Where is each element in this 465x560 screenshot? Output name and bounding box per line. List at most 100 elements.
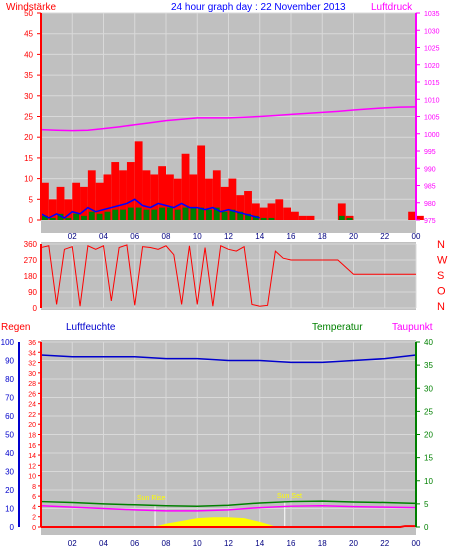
gust-bar [252, 215, 259, 220]
direction-tick-label: 360 [24, 240, 38, 249]
wind-bar [205, 178, 213, 220]
compass-letter: O [437, 286, 446, 298]
y-right-tick-label: 980 [424, 201, 436, 208]
temperature-tick-label: 10 [424, 477, 433, 486]
rain-tick-label: 12 [28, 463, 36, 470]
rain-tick-label: 32 [28, 361, 36, 368]
wind-bar [259, 207, 268, 220]
wind-bar [181, 153, 190, 220]
wind-bar [228, 178, 237, 220]
rain-tick-label: 0 [32, 525, 36, 532]
wind-bar [298, 215, 307, 220]
gust-bar [49, 217, 56, 220]
gust-bar [88, 211, 95, 220]
wind-bar [119, 170, 127, 220]
rain-tick-label: 26 [28, 391, 36, 398]
x-tick-label: 02 [68, 232, 77, 241]
x-tick-label: 12 [224, 539, 233, 548]
gust-bar [167, 207, 173, 220]
x-tick-label: 00 [412, 232, 421, 241]
solar-area [154, 517, 276, 528]
y-right-tick-label: 1005 [424, 115, 440, 122]
gust-bar [57, 213, 64, 220]
rain-tick-label: 30 [28, 371, 36, 378]
temperature-tick-label: 20 [424, 431, 433, 440]
y-left-tick-label: 10 [24, 175, 33, 184]
y-left-tick-label: 15 [24, 154, 33, 163]
y-right-tick-label: 1015 [424, 80, 440, 87]
y-left-tick-label: 35 [24, 71, 33, 80]
wind-bar [416, 215, 424, 220]
wind-avg-line [40, 198, 260, 219]
rain-tick-label: 28 [28, 381, 36, 388]
wind-bar [158, 166, 166, 220]
y-right-tick-label: 1035 [424, 11, 440, 18]
gust-bar [221, 211, 228, 220]
x-tick-label: 04 [99, 539, 108, 548]
gust-bar [174, 209, 181, 220]
x-tick-label: 06 [130, 539, 139, 548]
wind-bar [166, 174, 174, 220]
temperature-tick-label: 25 [424, 407, 433, 416]
gust-bar [112, 209, 119, 220]
x-tick-label: 10 [193, 539, 202, 548]
compass-letter: S [437, 270, 444, 282]
wind-bar [236, 195, 245, 220]
wind-bar [275, 199, 284, 220]
wind-bar [72, 182, 81, 220]
humidity-tick-label: 60 [5, 412, 14, 421]
humidity-tick-label: 10 [5, 505, 14, 514]
y-right-tick-label: 985 [424, 184, 436, 191]
x-tick-label: 22 [380, 539, 389, 548]
sun-rise-label: Sun Rise [137, 495, 166, 502]
rain-tick-label: 4 [32, 504, 36, 511]
compass-letter: W [437, 255, 448, 267]
wind-bar [337, 203, 346, 220]
y-right-tick-label: 1010 [424, 97, 440, 104]
wind-bar [283, 207, 291, 220]
wind-bar [56, 186, 65, 220]
gust-bar [104, 211, 111, 220]
gust-bar [198, 207, 205, 220]
gust-bar [151, 209, 158, 220]
x-tick-label: 00 [412, 539, 421, 548]
y-right-tick-label: 1000 [424, 132, 440, 139]
gust-bar [182, 207, 189, 220]
y-left-tick-label: 45 [24, 30, 33, 39]
sun-set-label: Sun Set [277, 493, 302, 500]
x-tick-label: 02 [68, 539, 77, 548]
humidity-tick-label: 20 [5, 486, 14, 495]
y-left-tick-label: 0 [29, 216, 34, 225]
humidity-tick-label: 100 [1, 338, 15, 347]
y-left-tick-label: 40 [24, 50, 33, 59]
gust-bar [338, 215, 345, 220]
humidity-tick-label: 30 [5, 468, 14, 477]
taupunkt-label: Taupunkt [392, 322, 433, 333]
wind-bar [126, 162, 135, 220]
rain-tick-label: 34 [28, 350, 36, 357]
x-tick-label: 18 [318, 232, 327, 241]
x-tick-label: 16 [287, 539, 296, 548]
gust-bar [81, 215, 87, 220]
y-right-tick-label: 1025 [424, 46, 440, 53]
direction-tick-label: 90 [28, 288, 37, 297]
luftfeuchte-label: Luftfeuchte [66, 322, 116, 333]
x-tick-label: 04 [99, 232, 108, 241]
luftdruck-label: Luftdruck [371, 2, 413, 13]
wind-bar [48, 199, 57, 220]
gust-bar [143, 209, 150, 220]
x-tick-label: 06 [130, 232, 139, 241]
rain-tick-label: 16 [28, 443, 36, 450]
gust-bar [268, 217, 275, 220]
gust-bar [96, 213, 103, 220]
x-tick-label: 14 [255, 539, 264, 548]
rain-tick-label: 14 [28, 453, 36, 460]
temperature-tick-label: 35 [424, 361, 433, 370]
wind-bar [111, 162, 120, 220]
temperature-tick-label: 30 [424, 384, 433, 393]
wind-bar [267, 203, 276, 220]
wind-bar [80, 186, 88, 220]
x-tick-label: 20 [349, 232, 358, 241]
wind-bar [212, 170, 221, 220]
